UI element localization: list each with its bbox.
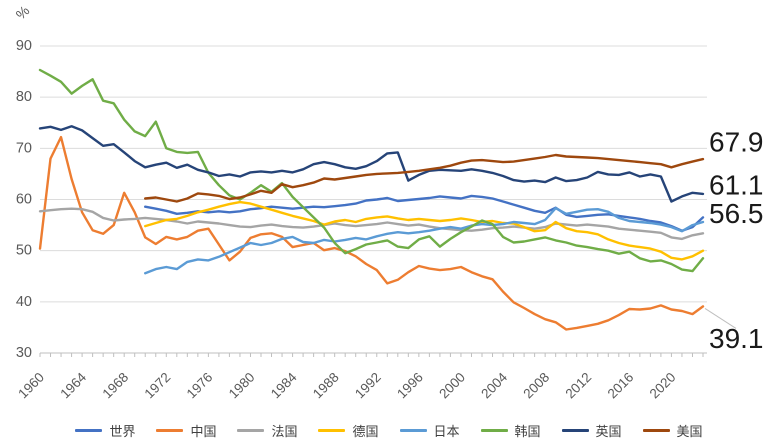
x-tick-label: 1968 <box>99 370 131 402</box>
y-tick-label: 50 <box>16 243 32 259</box>
leader-line-china <box>704 308 737 329</box>
x-tick-label: 1988 <box>310 370 342 402</box>
legend-swatch-germany <box>318 429 346 432</box>
legend-item-korea: 韩国 <box>480 421 541 440</box>
x-tick-label: 2000 <box>436 370 468 402</box>
x-tick-label: 2008 <box>520 370 552 402</box>
legend-swatch-china <box>156 429 184 432</box>
legend-swatch-world <box>75 429 103 432</box>
series-line-france <box>38 207 705 241</box>
legend-swatch-korea <box>480 429 508 432</box>
series-line-china <box>38 135 705 331</box>
y-tick-label: 70 <box>16 140 32 156</box>
x-tick-label: 1992 <box>352 370 384 402</box>
y-tick-label: 90 <box>16 38 32 54</box>
y-tick-label: 40 <box>16 294 32 310</box>
legend-item-france: 法国 <box>237 421 297 440</box>
legend-label-usa: 美国 <box>676 424 703 439</box>
end-value-label-uk: 61.1 <box>709 169 764 200</box>
end-value-label-world: 56.5 <box>709 198 764 229</box>
legend-swatch-japan <box>399 429 427 432</box>
series-line-japan <box>143 206 705 275</box>
legend-label-uk: 英国 <box>595 424 622 439</box>
x-tick-label: 1984 <box>268 369 300 401</box>
y-tick-label: 60 <box>16 192 32 208</box>
legend-label-japan: 日本 <box>433 424 460 439</box>
series-line-usa <box>143 153 705 203</box>
x-tick-label: 1964 <box>57 369 89 401</box>
x-tick-label: 1960 <box>15 370 47 402</box>
series-line-germany <box>143 200 705 261</box>
x-tick-label: 1976 <box>184 370 216 402</box>
legend-swatch-usa <box>642 429 670 432</box>
legend-swatch-france <box>237 429 265 432</box>
y-axis-unit-label: % <box>12 2 32 22</box>
legend-label-korea: 韩国 <box>514 424 541 439</box>
x-tick-label: 2016 <box>605 370 637 402</box>
legend-label-world: 世界 <box>109 424 136 439</box>
series-line-world <box>143 194 705 232</box>
legend-label-china: 中国 <box>190 424 217 439</box>
legend-swatch-uk <box>561 429 589 432</box>
x-tick-label: 2004 <box>478 369 510 401</box>
x-tick-label: 2012 <box>563 370 595 402</box>
end-value-label-usa: 67.9 <box>709 127 764 158</box>
legend-label-france: 法国 <box>271 424 298 439</box>
x-tick-label: 1980 <box>226 370 258 402</box>
legend-item-china: 中国 <box>156 421 216 440</box>
legend-item-uk: 英国 <box>561 421 622 440</box>
end-value-label-china: 39.1 <box>709 323 764 354</box>
legend-item-usa: 美国 <box>642 421 703 440</box>
legend-item-germany: 德国 <box>318 421 379 440</box>
series-line-korea <box>38 68 705 273</box>
series-line-uk <box>38 125 705 203</box>
y-tick-label: 30 <box>16 345 32 361</box>
legend-label-germany: 德国 <box>352 424 379 439</box>
legend-item-world: 世界 <box>75 421 135 440</box>
x-tick-label: 1996 <box>394 370 426 402</box>
chart-legend: 世界 中国 法国 德国 日本 韩国 英国 美国 <box>0 421 778 440</box>
y-tick-label: 80 <box>16 89 32 105</box>
x-tick-label: 2020 <box>647 370 679 402</box>
legend-item-japan: 日本 <box>399 421 460 440</box>
x-tick-label: 1972 <box>142 370 174 402</box>
